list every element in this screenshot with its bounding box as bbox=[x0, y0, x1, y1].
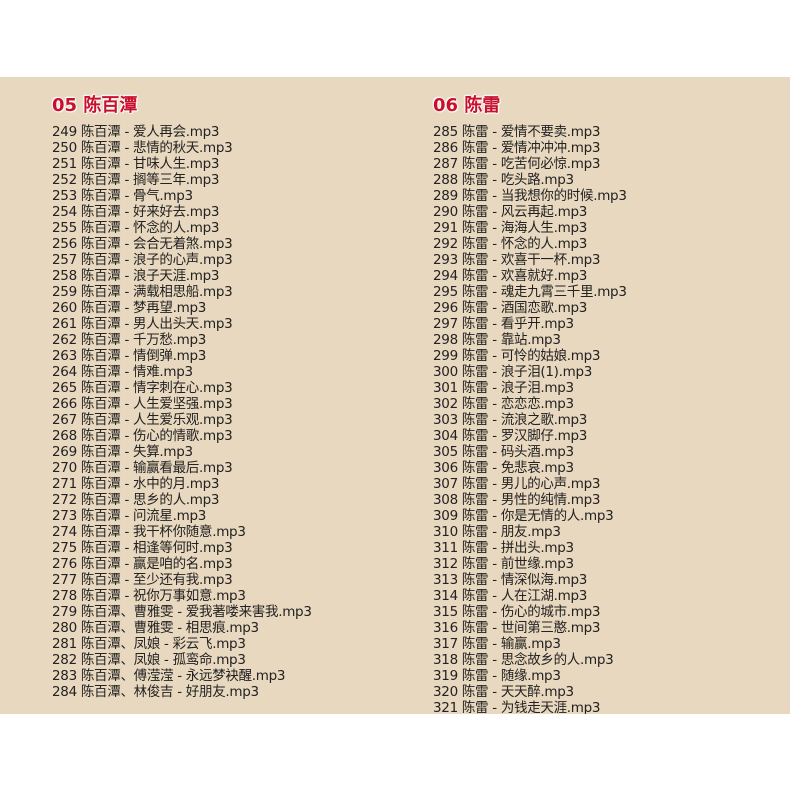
list-item: 273 陈百潭 - 问流星.mp3 bbox=[52, 508, 207, 524]
list-item: 292 陈雷 - 怀念的人.mp3 bbox=[433, 236, 588, 252]
list-item: 305 陈雷 - 码头酒.mp3 bbox=[433, 444, 574, 460]
list-item: 316 陈雷 - 世间第三憨.mp3 bbox=[433, 620, 601, 636]
list-item: 265 陈百潭 - 情字刺在心.mp3 bbox=[52, 380, 233, 396]
list-item: 300 陈雷 - 浪子泪(1).mp3 bbox=[433, 364, 593, 380]
list-item: 270 陈百潭 - 输赢看最后.mp3 bbox=[52, 460, 233, 476]
list-item: 266 陈百潭 - 人生爱坚强.mp3 bbox=[52, 396, 233, 412]
list-item: 294 陈雷 - 欢喜就好.mp3 bbox=[433, 268, 588, 284]
list-item: 267 陈百潭 - 人生爱乐观.mp3 bbox=[52, 412, 233, 428]
list-item: 306 陈雷 - 免悲哀.mp3 bbox=[433, 460, 574, 476]
list-item: 320 陈雷 - 天天醉.mp3 bbox=[433, 684, 574, 700]
list-item: 280 陈百潭、曹雅雯 - 相思痕.mp3 bbox=[52, 620, 259, 636]
list-item: 311 陈雷 - 拼出头.mp3 bbox=[433, 540, 574, 556]
list-item: 259 陈百潭 - 满载相思船.mp3 bbox=[52, 284, 233, 300]
list-item: 309 陈雷 - 你是无情的人.mp3 bbox=[433, 508, 614, 524]
list-item: 312 陈雷 - 前世缘.mp3 bbox=[433, 556, 574, 572]
list-item: 284 陈百潭、林俊吉 - 好朋友.mp3 bbox=[52, 684, 259, 700]
list-item: 255 陈百潭 - 怀念的人.mp3 bbox=[52, 220, 220, 236]
list-item: 315 陈雷 - 伤心的城市.mp3 bbox=[433, 604, 601, 620]
list-item: 302 陈雷 - 恋恋恋.mp3 bbox=[433, 396, 574, 412]
list-item: 254 陈百潭 - 好来好去.mp3 bbox=[52, 204, 220, 220]
list-item: 271 陈百潭 - 水中的月.mp3 bbox=[52, 476, 220, 492]
list-item: 249 陈百潭 - 爱人再会.mp3 bbox=[52, 124, 220, 140]
list-item: 252 陈百潭 - 搁等三年.mp3 bbox=[52, 172, 220, 188]
song-list: 285 陈雷 - 爱情不要卖.mp3 286 陈雷 - 爱情冲冲冲.mp3 287 … bbox=[433, 124, 627, 714]
list-item: 285 陈雷 - 爱情不要卖.mp3 bbox=[433, 124, 601, 140]
list-item: 304 陈雷 - 罗汉脚仔.mp3 bbox=[433, 428, 588, 444]
list-item: 272 陈百潭 - 思乡的人.mp3 bbox=[52, 492, 220, 508]
list-item: 310 陈雷 - 朋友.mp3 bbox=[433, 524, 561, 540]
list-item: 299 陈雷 - 可怜的姑娘.mp3 bbox=[433, 348, 601, 364]
list-item: 318 陈雷 - 思念故乡的人.mp3 bbox=[433, 652, 614, 668]
song-list-panel: 05 陈百潭 249 陈百潭 - 爱人再会.mp3 250 陈百潭 - 悲情的秋天… bbox=[0, 77, 790, 714]
list-item: 279 陈百潭、曹雅雯 - 爱我著喽来害我.mp3 bbox=[52, 604, 312, 620]
list-item: 296 陈雷 - 酒国恋歌.mp3 bbox=[433, 300, 588, 316]
list-item: 308 陈雷 - 男性的纯情.mp3 bbox=[433, 492, 601, 508]
list-item: 258 陈百潭 - 浪子天涯.mp3 bbox=[52, 268, 220, 284]
list-item: 260 陈百潭 - 梦再望.mp3 bbox=[52, 300, 207, 316]
list-item: 286 陈雷 - 爱情冲冲冲.mp3 bbox=[433, 140, 601, 156]
list-item: 253 陈百潭 - 骨气.mp3 bbox=[52, 188, 193, 204]
list-item: 262 陈百潭 - 千万愁.mp3 bbox=[52, 332, 207, 348]
list-item: 313 陈雷 - 情深似海.mp3 bbox=[433, 572, 588, 588]
song-list: 249 陈百潭 - 爱人再会.mp3 250 陈百潭 - 悲情的秋天.mp3 251… bbox=[52, 124, 312, 700]
list-item: 298 陈雷 - 靠站.mp3 bbox=[433, 332, 561, 348]
list-item: 277 陈百潭 - 至少还有我.mp3 bbox=[52, 572, 233, 588]
list-item: 287 陈雷 - 吃苦何必惊.mp3 bbox=[433, 156, 601, 172]
list-item: 268 陈百潭 - 伤心的情歌.mp3 bbox=[52, 428, 233, 444]
list-item: 281 陈百潭、凤娘 - 彩云飞.mp3 bbox=[52, 636, 246, 652]
list-item: 282 陈百潭、凤娘 - 孤鸾命.mp3 bbox=[52, 652, 246, 668]
list-item: 301 陈雷 - 浪子泪.mp3 bbox=[433, 380, 574, 396]
list-item: 289 陈雷 - 当我想你的时候.mp3 bbox=[433, 188, 627, 204]
section-title: 05 陈百潭 bbox=[52, 95, 138, 116]
list-item: 251 陈百潭 - 甘味人生.mp3 bbox=[52, 156, 220, 172]
list-item: 303 陈雷 - 流浪之歌.mp3 bbox=[433, 412, 588, 428]
list-item: 274 陈百潭 - 我干杯你随意.mp3 bbox=[52, 524, 246, 540]
list-item: 257 陈百潭 - 浪子的心声.mp3 bbox=[52, 252, 233, 268]
list-item: 275 陈百潭 - 相逢等何时.mp3 bbox=[52, 540, 233, 556]
list-item: 314 陈雷 - 人在江湖.mp3 bbox=[433, 588, 588, 604]
list-item: 264 陈百潭 - 情难.mp3 bbox=[52, 364, 193, 380]
list-item: 307 陈雷 - 男儿的心声.mp3 bbox=[433, 476, 601, 492]
list-item: 319 陈雷 - 随缘.mp3 bbox=[433, 668, 561, 684]
list-item: 283 陈百潭、傅滢滢 - 永远梦袂醒.mp3 bbox=[52, 668, 286, 684]
list-item: 321 陈雷 - 为钱走天涯.mp3 bbox=[433, 700, 601, 714]
list-item: 261 陈百潭 - 男人出头天.mp3 bbox=[52, 316, 233, 332]
list-item: 317 陈雷 - 输赢.mp3 bbox=[433, 636, 561, 652]
list-item: 256 陈百潭 - 会合无着煞.mp3 bbox=[52, 236, 233, 252]
list-item: 263 陈百潭 - 情倒弹.mp3 bbox=[52, 348, 207, 364]
list-item: 288 陈雷 - 吃头路.mp3 bbox=[433, 172, 574, 188]
list-item: 276 陈百潭 - 赢是咱的名.mp3 bbox=[52, 556, 233, 572]
list-item: 278 陈百潭 - 祝你万事如意.mp3 bbox=[52, 588, 246, 604]
list-item: 297 陈雷 - 看乎开.mp3 bbox=[433, 316, 574, 332]
list-item: 291 陈雷 - 海海人生.mp3 bbox=[433, 220, 588, 236]
list-item: 295 陈雷 - 魂走九霄三千里.mp3 bbox=[433, 284, 627, 300]
list-item: 290 陈雷 - 风云再起.mp3 bbox=[433, 204, 588, 220]
list-item: 269 陈百潭 - 失算.mp3 bbox=[52, 444, 193, 460]
list-item: 293 陈雷 - 欢喜干一杯.mp3 bbox=[433, 252, 601, 268]
section-title: 06 陈雷 bbox=[433, 95, 501, 116]
list-item: 250 陈百潭 - 悲情的秋天.mp3 bbox=[52, 140, 233, 156]
